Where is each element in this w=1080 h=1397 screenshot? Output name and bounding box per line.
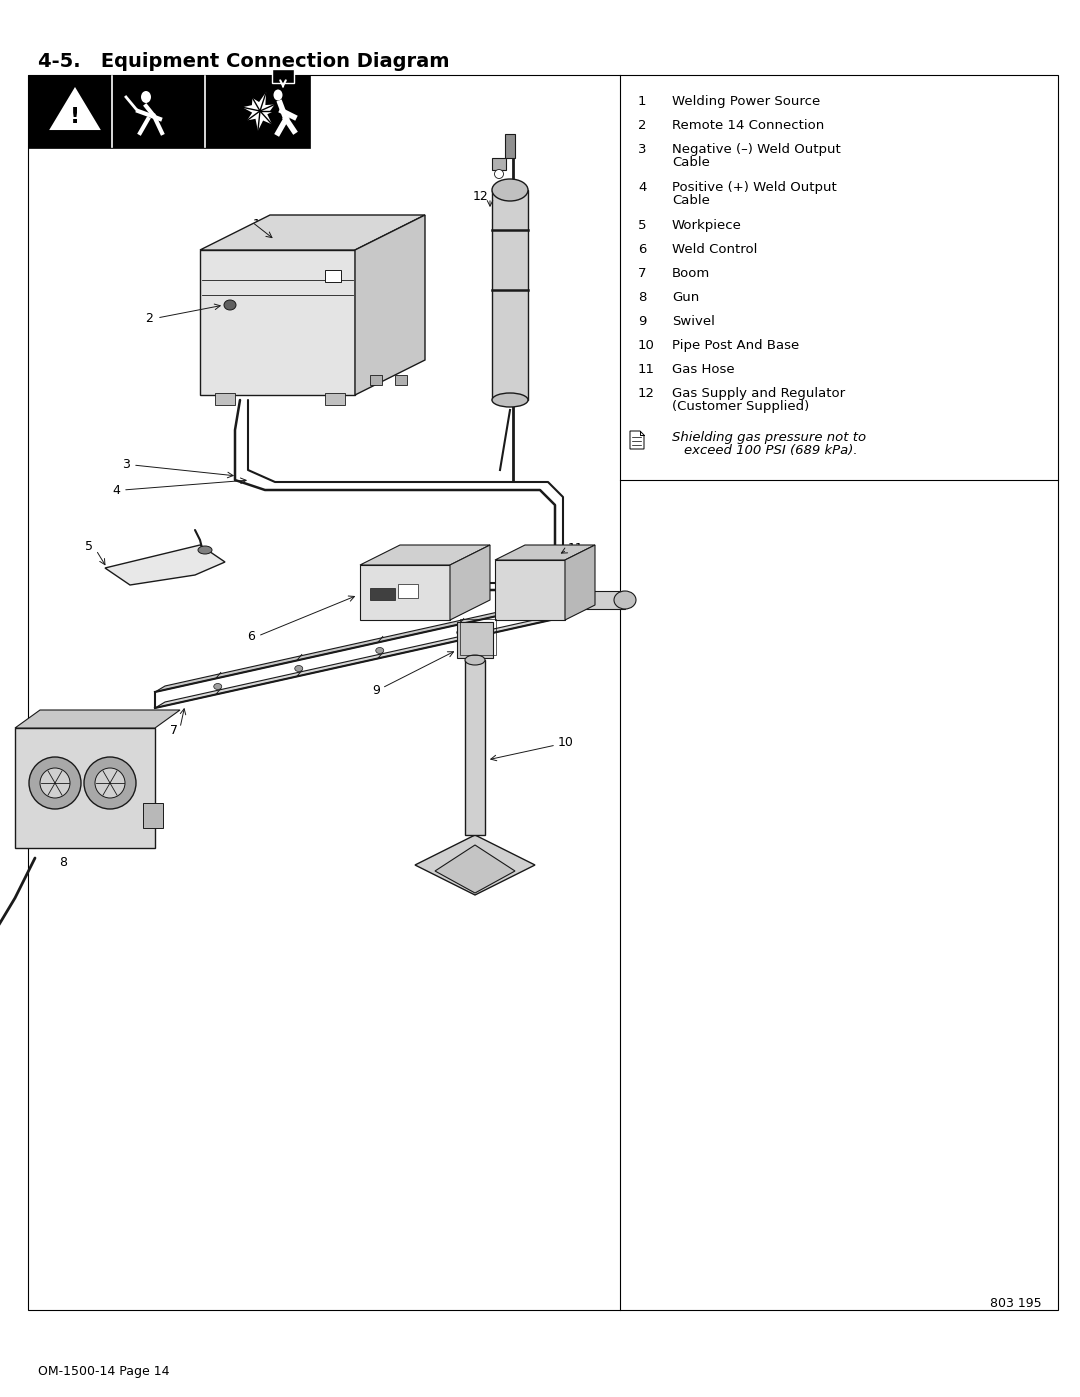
Text: 9: 9 bbox=[373, 683, 380, 697]
Polygon shape bbox=[450, 545, 490, 620]
Text: 9: 9 bbox=[638, 314, 646, 328]
Text: exceed 100 PSI (689 kPa).: exceed 100 PSI (689 kPa). bbox=[684, 444, 858, 457]
Text: 8: 8 bbox=[59, 856, 67, 869]
Bar bbox=[325, 270, 341, 282]
Bar bbox=[272, 68, 294, 82]
Ellipse shape bbox=[141, 91, 151, 103]
Text: 6: 6 bbox=[638, 243, 646, 256]
Text: !: ! bbox=[70, 108, 80, 127]
Polygon shape bbox=[360, 545, 490, 564]
Text: 7: 7 bbox=[170, 724, 178, 736]
Ellipse shape bbox=[457, 630, 464, 636]
Text: 2: 2 bbox=[638, 119, 647, 131]
Text: Remote 14 Connection: Remote 14 Connection bbox=[672, 119, 824, 131]
Text: Cable: Cable bbox=[672, 156, 710, 169]
Text: 11: 11 bbox=[638, 363, 654, 376]
Ellipse shape bbox=[376, 647, 383, 654]
Text: Gas Supply and Regulator: Gas Supply and Regulator bbox=[672, 387, 846, 400]
Text: Welding Power Source: Welding Power Source bbox=[672, 95, 820, 108]
Text: Gun: Gun bbox=[672, 291, 699, 305]
Bar bbox=[28, 75, 310, 148]
Polygon shape bbox=[565, 545, 595, 620]
Text: (Customer Supplied): (Customer Supplied) bbox=[672, 400, 809, 414]
Polygon shape bbox=[51, 89, 99, 129]
Bar bbox=[395, 374, 407, 386]
Text: Negative (–) Weld Output: Negative (–) Weld Output bbox=[672, 142, 840, 156]
Text: 5: 5 bbox=[638, 219, 647, 232]
Text: 5: 5 bbox=[85, 541, 93, 553]
Bar bbox=[15, 728, 156, 848]
Bar bbox=[215, 393, 235, 405]
Ellipse shape bbox=[465, 655, 485, 665]
Text: 10: 10 bbox=[638, 339, 654, 352]
Text: 6: 6 bbox=[247, 630, 255, 643]
Polygon shape bbox=[200, 215, 426, 250]
Bar bbox=[370, 374, 382, 386]
Bar bbox=[28, 75, 1058, 1310]
Bar bbox=[492, 158, 507, 170]
Polygon shape bbox=[630, 432, 644, 448]
Bar bbox=[460, 619, 496, 655]
Ellipse shape bbox=[198, 546, 212, 555]
Text: Gas Hose: Gas Hose bbox=[672, 363, 734, 376]
Ellipse shape bbox=[214, 683, 221, 690]
Ellipse shape bbox=[224, 300, 237, 310]
Polygon shape bbox=[105, 545, 225, 585]
Text: Workpiece: Workpiece bbox=[672, 219, 742, 232]
Text: OM-1500-14 Page 14: OM-1500-14 Page 14 bbox=[38, 1365, 170, 1377]
Text: Weld Control: Weld Control bbox=[672, 243, 757, 256]
Polygon shape bbox=[415, 835, 535, 895]
Text: Boom: Boom bbox=[672, 267, 711, 279]
Text: Cable: Cable bbox=[672, 194, 710, 207]
Polygon shape bbox=[200, 250, 355, 395]
Text: Shielding gas pressure not to: Shielding gas pressure not to bbox=[672, 432, 866, 444]
Bar bbox=[370, 588, 395, 599]
Text: 4-5.   Equipment Connection Diagram: 4-5. Equipment Connection Diagram bbox=[38, 52, 449, 71]
Bar bbox=[399, 584, 418, 598]
Bar bbox=[505, 134, 515, 158]
Text: 4: 4 bbox=[638, 182, 646, 194]
Text: 3: 3 bbox=[122, 458, 130, 472]
Ellipse shape bbox=[492, 179, 528, 201]
Polygon shape bbox=[495, 560, 565, 620]
Polygon shape bbox=[360, 564, 450, 620]
Bar bbox=[565, 591, 625, 609]
Text: Swivel: Swivel bbox=[672, 314, 715, 328]
Text: 1: 1 bbox=[638, 95, 647, 108]
Polygon shape bbox=[156, 612, 570, 708]
Text: Pipe Post And Base: Pipe Post And Base bbox=[672, 339, 799, 352]
Text: 11: 11 bbox=[568, 542, 584, 555]
Ellipse shape bbox=[29, 757, 81, 809]
Text: 12: 12 bbox=[638, 387, 654, 400]
Text: 8: 8 bbox=[638, 291, 646, 305]
Text: 2: 2 bbox=[145, 312, 153, 324]
Bar bbox=[492, 190, 528, 400]
Text: 10: 10 bbox=[558, 735, 573, 749]
Bar bbox=[325, 393, 345, 405]
Ellipse shape bbox=[84, 757, 136, 809]
Ellipse shape bbox=[95, 768, 125, 798]
Ellipse shape bbox=[273, 89, 283, 101]
Polygon shape bbox=[242, 92, 274, 131]
Bar bbox=[465, 659, 485, 835]
Text: 3: 3 bbox=[638, 142, 647, 156]
Text: 1: 1 bbox=[253, 218, 261, 231]
Text: 803 195: 803 195 bbox=[990, 1296, 1042, 1310]
Polygon shape bbox=[15, 710, 180, 728]
Text: 12: 12 bbox=[472, 190, 488, 203]
Bar bbox=[457, 622, 492, 658]
Text: Positive (+) Weld Output: Positive (+) Weld Output bbox=[672, 182, 837, 194]
Polygon shape bbox=[435, 845, 515, 893]
Polygon shape bbox=[495, 545, 595, 560]
Ellipse shape bbox=[40, 768, 70, 798]
Ellipse shape bbox=[615, 591, 636, 609]
Text: 7: 7 bbox=[638, 267, 647, 279]
Ellipse shape bbox=[492, 393, 528, 407]
Bar bbox=[143, 803, 163, 828]
Ellipse shape bbox=[295, 665, 302, 672]
Ellipse shape bbox=[495, 169, 503, 179]
Polygon shape bbox=[156, 597, 570, 692]
Text: 4: 4 bbox=[112, 483, 120, 496]
Polygon shape bbox=[355, 215, 426, 395]
